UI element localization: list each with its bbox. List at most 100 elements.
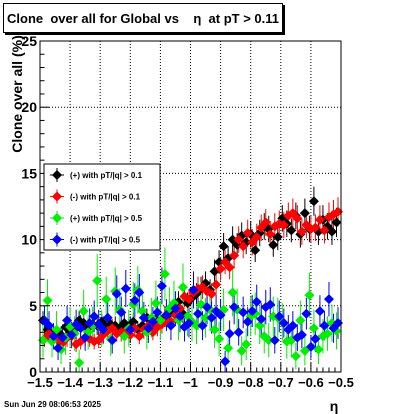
data-point: [229, 250, 240, 261]
data-point: [314, 306, 325, 317]
data-point: [120, 283, 131, 294]
data-point: [265, 229, 276, 240]
data-point: [101, 294, 112, 305]
data-point: [301, 308, 312, 319]
data-point: [326, 226, 337, 237]
data-point: [215, 310, 226, 321]
data-point: [286, 225, 297, 236]
data-point: [290, 351, 301, 362]
data-point: [227, 287, 238, 298]
x-tick-label: −1.1: [148, 375, 174, 390]
data-point: [269, 335, 280, 346]
data-point: [183, 318, 194, 329]
data-point: [236, 345, 247, 356]
data-point: [295, 315, 306, 326]
data-point: [310, 333, 321, 344]
data-point: [242, 316, 253, 327]
data-point: [62, 315, 73, 326]
x-tick-label: −1.3: [87, 375, 113, 390]
x-tick-label: −0.8: [238, 375, 264, 390]
x-tick-label: −0.5: [328, 375, 354, 390]
data-point: [42, 295, 53, 306]
data-point: [206, 312, 217, 323]
data-point: [319, 225, 330, 236]
data-point: [238, 241, 249, 252]
data-point: [209, 324, 220, 335]
legend: (+) with pT/|q| > 0.1 (-) with pT/|q| > 0…: [43, 163, 161, 251]
data-point: [75, 323, 86, 334]
data-point: [278, 318, 289, 329]
y-tick-label: 5: [29, 298, 37, 314]
data-point: [53, 343, 64, 354]
data-point: [202, 302, 213, 313]
data-point: [332, 206, 343, 217]
data-point: [256, 314, 267, 325]
data-point: [150, 298, 161, 309]
data-point: [80, 332, 91, 343]
x-tick-label: −0.9: [208, 375, 234, 390]
data-point: [134, 287, 145, 298]
data-point: [134, 331, 145, 342]
data-point: [224, 328, 235, 339]
data-point: [170, 303, 181, 314]
data-point: [220, 356, 231, 367]
x-tick-label: −0.7: [268, 375, 294, 390]
data-point: [188, 284, 199, 295]
y-tick-label: 0: [29, 364, 37, 380]
data-point: [287, 320, 298, 331]
data-point: [308, 196, 319, 207]
data-point: [224, 262, 235, 273]
data-point: [92, 275, 103, 286]
data-point: [183, 294, 194, 305]
data-point: [57, 332, 68, 343]
data-point: [278, 220, 289, 231]
data-point: [156, 280, 167, 291]
chart-title: Clone over all for Global vs η at pT > 0…: [3, 3, 283, 33]
legend-marker: [52, 213, 62, 223]
data-point: [331, 217, 342, 228]
data-point: [116, 307, 127, 318]
data-point: [263, 335, 274, 346]
data-point: [313, 344, 324, 355]
axes: −1.5 −1.4 −1.3 −1.2 −1.1 −1 −0.9 −0.8 −0.7 −0.6 −0…: [21, 33, 353, 390]
data-point: [74, 357, 85, 368]
legend-marker: [52, 191, 62, 202]
data-point: [229, 302, 240, 313]
data-point: [296, 226, 307, 237]
data-point: [268, 239, 279, 250]
x-axis-label: η: [330, 398, 339, 414]
data-point: [174, 311, 185, 322]
data-point: [214, 257, 225, 268]
data-point: [128, 316, 139, 327]
data-point: [247, 306, 258, 317]
data-point: [177, 282, 188, 293]
data-point: [143, 323, 154, 334]
data-point: [66, 329, 77, 340]
data-point: [332, 318, 343, 329]
data-point: [48, 331, 59, 342]
timestamp: Sun Jun 29 08:06:53 2025: [4, 400, 101, 409]
data-point: [119, 331, 130, 342]
data-point: [238, 307, 249, 318]
data-point: [211, 279, 222, 290]
data-point: [218, 241, 229, 252]
data-markers: [38, 196, 343, 368]
data-point: [206, 288, 217, 299]
data-point: [233, 234, 244, 245]
data-point: [260, 217, 271, 228]
data-point: [304, 290, 315, 301]
data-point: [292, 213, 303, 224]
x-tick-label: −1.4: [57, 375, 83, 390]
data-point: [241, 339, 252, 350]
data-point: [272, 231, 283, 242]
legend-label: (-) with pT/|q| > 0.1: [70, 193, 141, 202]
data-point: [138, 312, 149, 323]
data-point: [296, 329, 307, 340]
y-axis-label: Clone over all (%): [9, 35, 25, 152]
data-point: [305, 341, 316, 352]
y-tick-label: 25: [21, 33, 37, 49]
data-point: [254, 320, 265, 331]
data-point: [215, 263, 226, 274]
data-point: [251, 296, 262, 307]
